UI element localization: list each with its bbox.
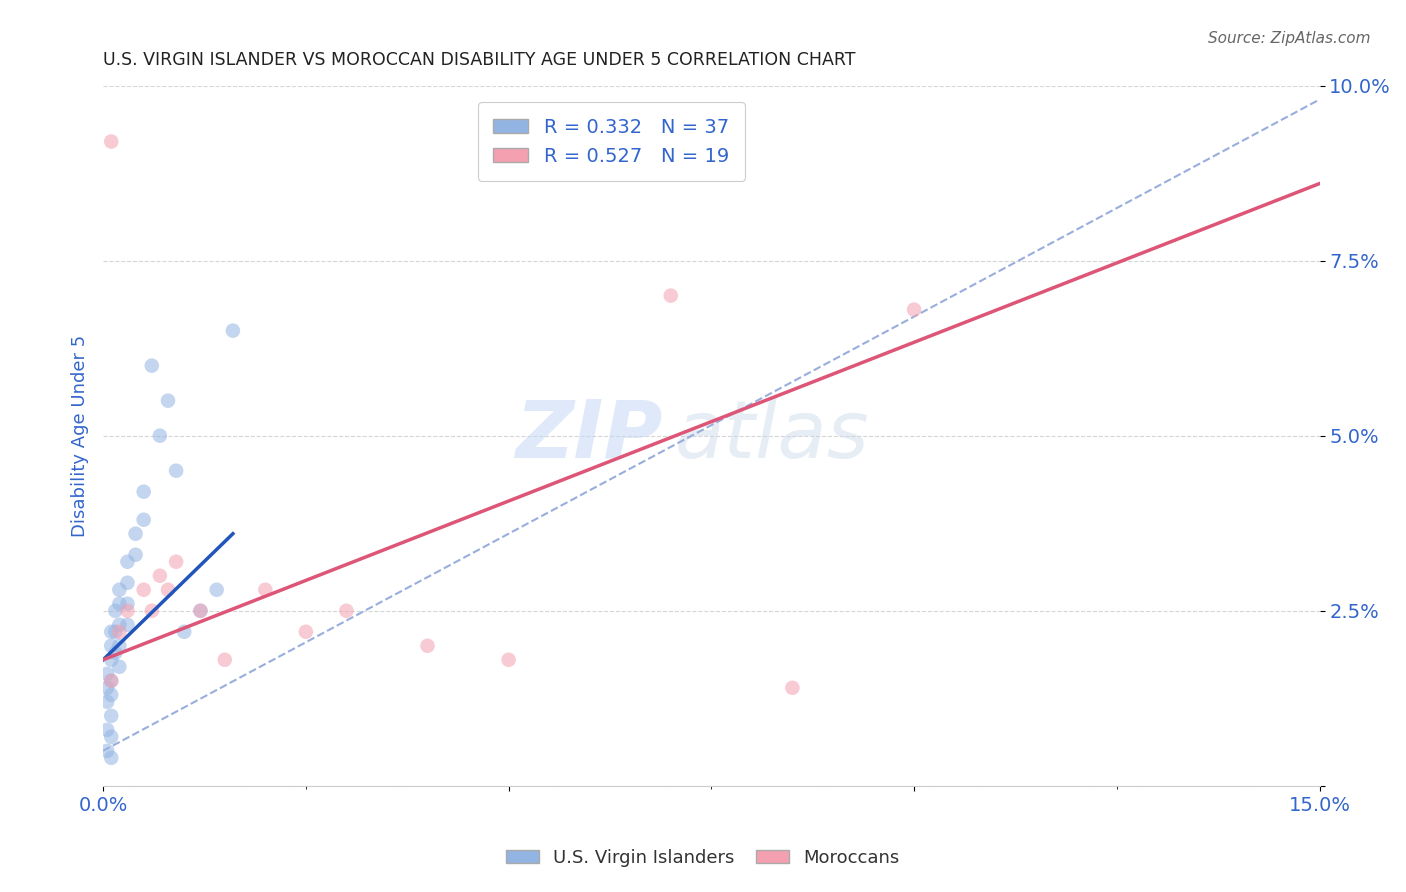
Point — [96, 723, 118, 737]
Point — [141, 359, 163, 373]
Point — [100, 135, 122, 149]
Point — [100, 673, 122, 688]
Point — [108, 617, 131, 632]
Point — [100, 730, 122, 744]
Text: atlas: atlas — [675, 397, 869, 475]
Point — [214, 653, 236, 667]
Point — [782, 681, 804, 695]
Point — [100, 639, 122, 653]
Point — [96, 695, 118, 709]
Point — [100, 688, 122, 702]
Legend: R = 0.332   N = 37, R = 0.527   N = 19: R = 0.332 N = 37, R = 0.527 N = 19 — [478, 103, 745, 181]
Point — [149, 428, 172, 442]
Point — [141, 604, 163, 618]
Point — [117, 555, 139, 569]
Point — [124, 526, 146, 541]
Point — [117, 604, 139, 618]
Point — [117, 597, 139, 611]
Point — [498, 653, 520, 667]
Point — [96, 681, 118, 695]
Point — [156, 582, 179, 597]
Point — [124, 548, 146, 562]
Point — [100, 624, 122, 639]
Point — [149, 568, 172, 582]
Point — [659, 288, 682, 302]
Point — [96, 744, 118, 758]
Point — [108, 597, 131, 611]
Point — [108, 660, 131, 674]
Point — [295, 624, 318, 639]
Point — [190, 604, 212, 618]
Y-axis label: Disability Age Under 5: Disability Age Under 5 — [72, 334, 89, 537]
Point — [117, 575, 139, 590]
Point — [132, 513, 155, 527]
Point — [254, 582, 277, 597]
Point — [222, 324, 245, 338]
Text: Source: ZipAtlas.com: Source: ZipAtlas.com — [1208, 31, 1371, 46]
Point — [108, 639, 131, 653]
Point — [104, 624, 127, 639]
Point — [100, 751, 122, 765]
Legend: U.S. Virgin Islanders, Moroccans: U.S. Virgin Islanders, Moroccans — [499, 842, 907, 874]
Point — [165, 555, 187, 569]
Point — [205, 582, 228, 597]
Point — [165, 464, 187, 478]
Point — [104, 604, 127, 618]
Point — [335, 604, 357, 618]
Text: U.S. VIRGIN ISLANDER VS MOROCCAN DISABILITY AGE UNDER 5 CORRELATION CHART: U.S. VIRGIN ISLANDER VS MOROCCAN DISABIL… — [103, 51, 856, 69]
Point — [416, 639, 439, 653]
Point — [903, 302, 925, 317]
Point — [190, 604, 212, 618]
Text: ZIP: ZIP — [515, 397, 662, 475]
Point — [117, 617, 139, 632]
Point — [108, 624, 131, 639]
Point — [104, 646, 127, 660]
Point — [132, 582, 155, 597]
Point — [108, 582, 131, 597]
Point — [100, 673, 122, 688]
Point — [96, 666, 118, 681]
Point — [100, 708, 122, 723]
Point — [132, 484, 155, 499]
Point — [156, 393, 179, 408]
Point — [100, 653, 122, 667]
Point — [173, 624, 195, 639]
